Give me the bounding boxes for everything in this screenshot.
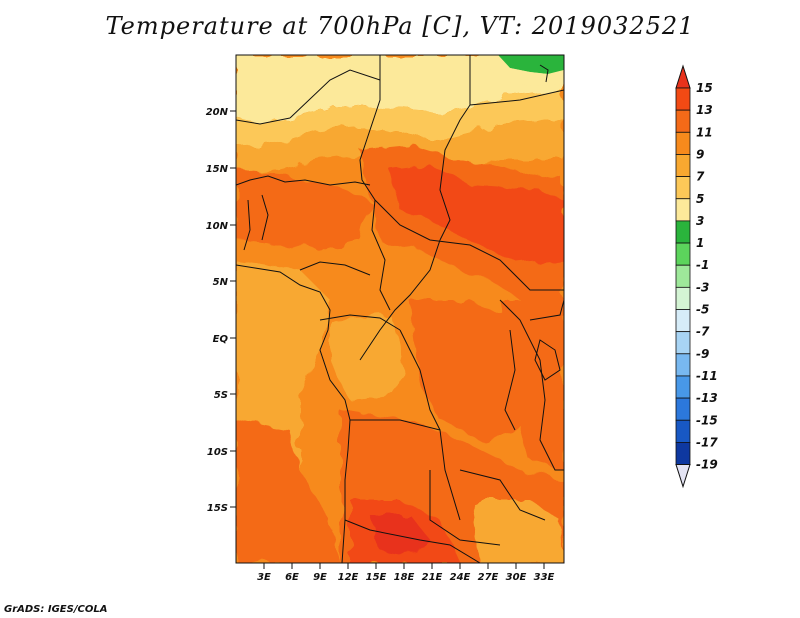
country-borders: [236, 55, 564, 563]
colorbar-label: 13: [696, 103, 713, 117]
colorbar-label: 3: [696, 214, 704, 228]
lat-axis: 20N 15N 10N 5N EQ 5S 10S 15S: [206, 107, 236, 514]
colorbar-top-arrow: [675, 64, 691, 89]
temperature-field: [236, 55, 564, 563]
lat-label-15n: 15N: [206, 164, 229, 175]
colorbar-swatch: [675, 441, 691, 465]
angola-hottest: [370, 515, 430, 555]
colorbar-swatch: [675, 353, 691, 377]
colorbar-bottom-arrow: [675, 464, 691, 489]
lon-label-9e: 9E: [313, 572, 327, 583]
colorbar-label: 15: [696, 81, 713, 95]
lat-label-10s: 10S: [207, 447, 228, 458]
lat-label-5s: 5S: [214, 390, 228, 401]
grads-credit: GrADS: IGES/COLA: [4, 604, 108, 615]
lon-label-12e: 12E: [338, 572, 359, 583]
colorbar-label: -1: [696, 258, 709, 272]
colorbar-swatch: [675, 176, 691, 200]
colorbar-swatch: [675, 87, 691, 111]
chart-title: Temperature at 700hPa [C], VT: 201903252…: [105, 12, 695, 40]
colorbar-label: -15: [696, 413, 718, 427]
lon-axis: 3E 6E 9E 12E 15E 18E 21E 24E 27E 30E 33E: [257, 563, 555, 583]
colorbar-label: -11: [696, 369, 718, 383]
band-5-7: [236, 55, 564, 124]
colorbar-label: -13: [696, 391, 718, 405]
colorbar-swatch: [675, 331, 691, 355]
colorbar-label: 11: [696, 125, 713, 139]
colorbar-swatch: [675, 198, 691, 222]
lon-label-30e: 30E: [506, 572, 527, 583]
lon-label-27e: 27E: [478, 572, 499, 583]
colorbar: 15 13 11 9 7 5 3 1 -1 -3 -5 -7 -9 -11 -13 -15 -17 -19: [675, 64, 718, 489]
colorbar-label: 5: [696, 192, 704, 206]
colorbar-swatch: [675, 309, 691, 333]
colorbar-swatch: [675, 397, 691, 421]
lon-label-15e: 15E: [366, 572, 387, 583]
colorbar-swatch: [675, 375, 691, 399]
ocean-band-11: [236, 420, 340, 563]
colorbar-label: -17: [696, 435, 718, 449]
colorbar-swatch: [675, 419, 691, 443]
lon-label-6e: 6E: [285, 572, 299, 583]
colorbar-swatch: [675, 109, 691, 133]
colorbar-label: -19: [696, 458, 718, 472]
lat-label-5n: 5N: [213, 277, 229, 288]
colorbar-label: 9: [696, 147, 704, 161]
plot-frame: [235, 54, 565, 564]
colorbar-label: 7: [696, 170, 705, 184]
colorbar-swatch: [675, 220, 691, 244]
lat-label-20n: 20N: [206, 107, 229, 118]
lon-label-24e: 24E: [450, 572, 471, 583]
colorbar-swatch: [675, 286, 691, 310]
lon-label-3e: 3E: [257, 572, 271, 583]
lon-label-33e: 33E: [534, 572, 555, 583]
lat-label-10n: 10N: [206, 221, 229, 232]
colorbar-swatch: [675, 154, 691, 177]
lat-label-15s: 15S: [207, 503, 228, 514]
zambia-band-9: [470, 500, 564, 563]
colorbar-label: -5: [696, 303, 709, 317]
colorbar-label: -9: [696, 347, 709, 361]
band-3-5-ne: [478, 55, 564, 86]
west-africa-warm: [236, 170, 370, 250]
lat-label-eq: EQ: [213, 334, 229, 345]
lon-label-18e: 18E: [394, 572, 415, 583]
lon-label-21e: 21E: [422, 572, 443, 583]
colorbar-label: 1: [696, 236, 704, 250]
colorbar-swatch: [675, 264, 691, 288]
colorbar-swatch: [675, 131, 691, 155]
colorbar-label: -7: [696, 325, 710, 339]
band-7: [236, 92, 564, 148]
sudan-hot: [390, 165, 564, 265]
colorbar-swatch: [675, 242, 691, 266]
colorbar-label: -3: [696, 280, 709, 294]
gabon-band-9: [330, 315, 405, 400]
east-warm: [500, 300, 564, 470]
